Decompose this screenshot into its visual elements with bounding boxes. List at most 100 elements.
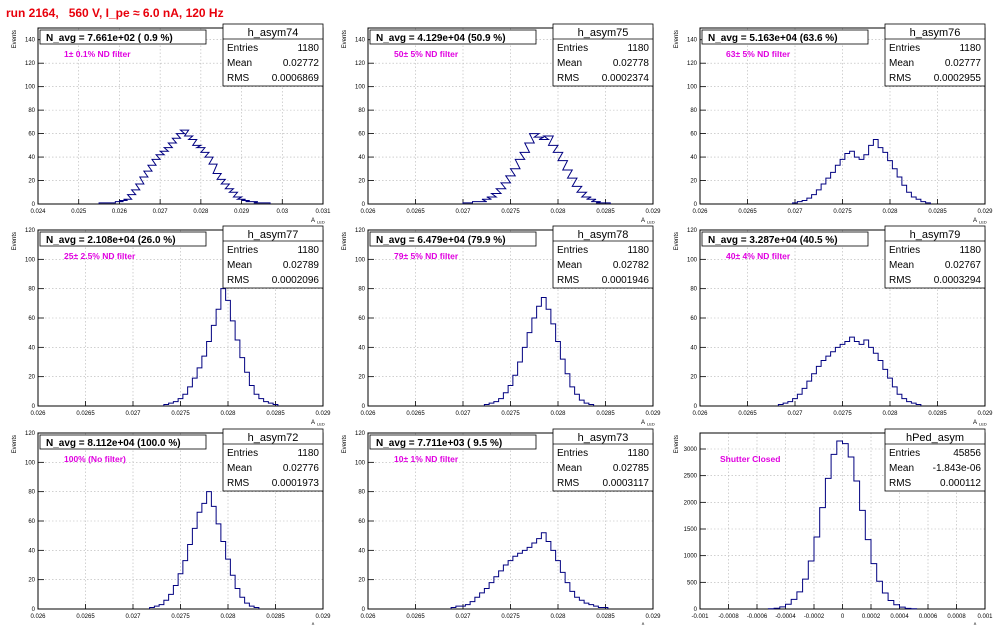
x-tick-label: 0.0265 bbox=[76, 614, 95, 620]
y-tick-label: 120 bbox=[355, 61, 366, 67]
y-tick-label: 500 bbox=[687, 580, 698, 586]
x-tick-label: 0.0004 bbox=[890, 614, 909, 620]
stats-rms-label: RMS bbox=[889, 275, 912, 286]
y-tick-label: 40 bbox=[358, 548, 365, 554]
y-tick-label: 40 bbox=[690, 345, 697, 351]
stats-mean-value: 0.02767 bbox=[945, 260, 982, 271]
x-tick-label: 0.026 bbox=[692, 209, 708, 215]
x-tick-label: 0.027 bbox=[455, 614, 471, 620]
filter-annotation: 50± 5% ND filter bbox=[394, 49, 459, 59]
stats-title: h_asym76 bbox=[910, 27, 961, 39]
y-axis-label: Events bbox=[674, 232, 680, 250]
x-tick-label: 0.029 bbox=[315, 614, 331, 620]
stats-mean-label: Mean bbox=[889, 463, 914, 474]
y-tick-label: 40 bbox=[690, 155, 697, 161]
stats-rms-value: 0.0003294 bbox=[934, 275, 982, 286]
histogram-bins bbox=[793, 139, 931, 204]
x-tick-label: 0.0275 bbox=[833, 411, 852, 417]
y-tick-label: 60 bbox=[358, 316, 365, 322]
y-tick-label: 120 bbox=[25, 61, 36, 67]
y-tick-label: 120 bbox=[687, 61, 698, 67]
y-axis-label: Events bbox=[674, 30, 680, 48]
y-axis-label: Events bbox=[342, 30, 348, 48]
y-tick-label: 40 bbox=[28, 345, 35, 351]
stats-title: h_asym78 bbox=[578, 229, 629, 241]
stats-rms-label: RMS bbox=[557, 275, 580, 286]
x-tick-label: 0.03 bbox=[276, 209, 288, 215]
y-tick-label: 100 bbox=[687, 257, 698, 263]
y-tick-label: 80 bbox=[28, 490, 35, 496]
filter-annotation: 100% (No filter) bbox=[64, 454, 126, 464]
x-tick-label: 0.028 bbox=[550, 411, 566, 417]
stats-title: hPed_asym bbox=[906, 432, 964, 444]
stats-entries-value: 1180 bbox=[627, 448, 649, 459]
stats-rms-label: RMS bbox=[227, 275, 250, 286]
x-tick-label: 0.026 bbox=[30, 614, 46, 620]
y-tick-label: 0 bbox=[32, 202, 36, 208]
y-tick-label: 0 bbox=[694, 607, 698, 613]
y-tick-label: 0 bbox=[32, 404, 36, 410]
x-tick-label: 0.025 bbox=[71, 209, 87, 215]
y-tick-label: 80 bbox=[28, 287, 35, 293]
y-tick-label: 120 bbox=[355, 431, 366, 437]
histogram-bins bbox=[484, 297, 593, 406]
stats-mean-value: 0.02785 bbox=[613, 463, 650, 474]
stats-entries-value: 1180 bbox=[297, 43, 319, 54]
stats-rms-value: 0.000112 bbox=[940, 478, 981, 489]
stats-entries-label: Entries bbox=[227, 43, 258, 54]
filter-annotation: 79± 5% ND filter bbox=[394, 251, 459, 261]
y-tick-label: 1500 bbox=[684, 527, 698, 533]
stats-mean-label: Mean bbox=[557, 260, 582, 271]
x-tick-label: 0.0002 bbox=[862, 614, 881, 620]
x-tick-label: 0.0285 bbox=[266, 411, 285, 417]
x-tick-label: 0.0275 bbox=[171, 614, 190, 620]
stats-rms-label: RMS bbox=[557, 73, 580, 84]
y-tick-label: 20 bbox=[690, 179, 697, 185]
x-tick-label: 0.027 bbox=[153, 209, 169, 215]
y-tick-label: 60 bbox=[690, 316, 697, 322]
navg-text: N_avg = 6.479e+04 (79.9 %) bbox=[376, 235, 506, 246]
x-tick-label: -0.001 bbox=[691, 614, 709, 620]
y-tick-label: 0 bbox=[32, 607, 36, 613]
stats-entries-label: Entries bbox=[557, 448, 588, 459]
x-tick-label: 0.0285 bbox=[596, 411, 615, 417]
x-tick-label: -0.0006 bbox=[747, 614, 768, 620]
x-tick-label: 0.028 bbox=[193, 209, 209, 215]
y-tick-label: 100 bbox=[687, 85, 698, 91]
x-tick-label: 0.027 bbox=[455, 209, 471, 215]
stats-rms-label: RMS bbox=[889, 73, 912, 84]
y-tick-label: 20 bbox=[358, 179, 365, 185]
x-tick-label: 0.0265 bbox=[738, 411, 757, 417]
x-tick-label: 0.027 bbox=[787, 411, 803, 417]
filter-annotation: 40± 4% ND filter bbox=[726, 251, 791, 261]
navg-text: N_avg = 8.112e+04 (100.0 %) bbox=[46, 438, 181, 449]
y-tick-label: 3000 bbox=[684, 447, 698, 453]
y-tick-label: 20 bbox=[358, 375, 365, 381]
stats-entries-label: Entries bbox=[557, 245, 588, 256]
stats-mean-value: 0.02772 bbox=[283, 58, 320, 69]
y-tick-label: 140 bbox=[25, 38, 36, 44]
x-tick-label: -0.0002 bbox=[804, 614, 825, 620]
x-tick-label: 0.0265 bbox=[406, 209, 425, 215]
stats-title: h_asym75 bbox=[578, 27, 629, 39]
stats-entries-value: 1180 bbox=[627, 245, 649, 256]
navg-text: N_avg = 7.711e+03 ( 9.5 %) bbox=[376, 438, 502, 449]
stats-entries-label: Entries bbox=[557, 43, 588, 54]
y-tick-label: 120 bbox=[687, 228, 698, 234]
filter-annotation: Shutter Closed bbox=[720, 454, 780, 464]
y-tick-label: 1000 bbox=[684, 554, 698, 560]
stats-mean-value: 0.02777 bbox=[945, 58, 982, 69]
stats-title: h_asym74 bbox=[248, 27, 299, 39]
navg-text: N_avg = 2.108e+04 (26.0 %) bbox=[46, 235, 176, 246]
stats-mean-value: 0.02776 bbox=[283, 463, 320, 474]
x-tick-label: 0.029 bbox=[977, 411, 993, 417]
x-tick-label: 0.0285 bbox=[928, 411, 947, 417]
stats-mean-value: 0.02778 bbox=[613, 58, 650, 69]
x-tick-label: 0.027 bbox=[125, 411, 141, 417]
x-tick-label: 0.029 bbox=[645, 614, 661, 620]
histogram-bins bbox=[463, 134, 610, 204]
y-tick-label: 2500 bbox=[684, 474, 698, 480]
